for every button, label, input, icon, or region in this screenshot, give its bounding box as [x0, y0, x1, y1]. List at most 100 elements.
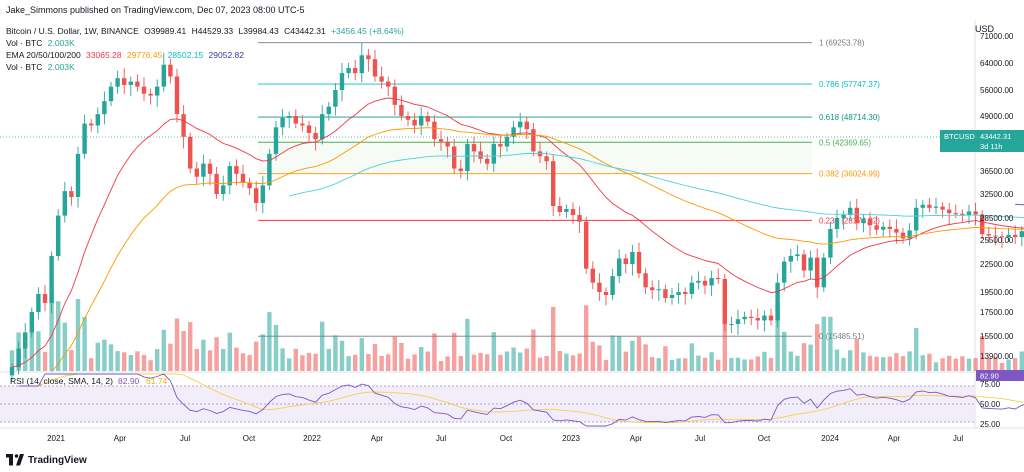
- candle-body: [313, 133, 318, 140]
- candle-body: [504, 136, 510, 147]
- volume-bar: [768, 357, 774, 371]
- candle-body: [240, 173, 246, 183]
- fibonacci-levels: 1 (69253.78) 0.786 (57747.37) 0.618 (48714…: [0, 39, 975, 341]
- volume-bar: [458, 355, 463, 371]
- time-tick: Apr: [371, 434, 384, 443]
- candle-body: [894, 229, 899, 233]
- candle-body: [75, 153, 81, 197]
- candle-body: [874, 225, 879, 230]
- candle-body: [221, 185, 226, 194]
- ema-legend: EMA 20/50/100/200 33065.28 29776.45 2850…: [6, 50, 247, 60]
- volume-bar: [524, 348, 529, 371]
- candle-body: [168, 64, 173, 77]
- volume-bar: [504, 351, 510, 371]
- candle-body: [412, 119, 417, 126]
- candle-body: [590, 268, 595, 283]
- volume-bar: [181, 330, 186, 371]
- price-tick: 71000.00: [980, 32, 1014, 41]
- volume-bar: [947, 355, 952, 371]
- candle-body: [531, 129, 536, 152]
- volume-bar: [669, 359, 675, 371]
- volume-bar: [881, 357, 886, 371]
- fib-label: 0.5 (42369.65): [819, 138, 871, 147]
- candle-body: [801, 254, 807, 271]
- candle-body: [306, 125, 312, 134]
- volume-bar: [623, 351, 628, 371]
- candle-body: [89, 123, 94, 126]
- candle-body: [887, 226, 892, 229]
- price-tick: 56000.00: [980, 86, 1014, 95]
- badge-countdown: 3d 11h: [980, 142, 1002, 151]
- volume-bar: [914, 328, 919, 371]
- candle-body: [716, 278, 721, 279]
- candle-body: [980, 214, 985, 235]
- candle-body: [610, 276, 615, 295]
- volume-bar: [920, 355, 925, 371]
- candle-body: [755, 318, 760, 321]
- volume-bar: [108, 344, 114, 371]
- candle-body: [933, 206, 939, 208]
- candle-body: [848, 207, 853, 215]
- volume-bar: [749, 359, 754, 371]
- volume-bar: [207, 350, 213, 371]
- volume-label-2: Vol · BTC: [6, 62, 43, 72]
- price-tick: 22500.00: [980, 260, 1014, 269]
- currency-label[interactable]: USD: [974, 24, 994, 34]
- fib-label: 0.786 (57747.37): [819, 80, 880, 89]
- volume-bar: [861, 352, 866, 371]
- volume-bar: [155, 349, 160, 371]
- volume-bar: [742, 359, 747, 371]
- candle-body: [148, 93, 153, 96]
- volume-bar: [788, 351, 793, 371]
- candle-body: [960, 213, 965, 215]
- candle-body: [194, 168, 199, 177]
- candle-body: [174, 76, 180, 115]
- volume-bar: [432, 333, 437, 371]
- candle-body: [260, 185, 265, 203]
- candle-body: [405, 116, 411, 120]
- volume-bar: [808, 344, 813, 371]
- candle-body: [551, 161, 556, 206]
- volume-bar: [577, 353, 582, 371]
- candle-body: [181, 114, 186, 137]
- volume-bar: [907, 351, 912, 371]
- volume-bar: [663, 346, 668, 371]
- candle-body: [399, 104, 404, 116]
- volume-bar: [986, 357, 991, 371]
- volume-bar: [247, 354, 252, 371]
- candle-body: [861, 218, 866, 224]
- candle-body: [577, 215, 582, 222]
- candle-body: [155, 86, 160, 96]
- symbol-title: Bitcoin / U.S. Dollar, 1W, BINANCE: [6, 26, 139, 36]
- price-tick: 32500.00: [980, 190, 1014, 199]
- volume-bar: [438, 360, 444, 371]
- volume-bar: [359, 338, 364, 371]
- candle-body: [465, 144, 470, 171]
- ema200-value: 29052.82: [208, 50, 244, 60]
- volume-bar: [412, 354, 417, 371]
- candle-body: [280, 117, 285, 128]
- volume-bar: [636, 336, 642, 371]
- volume-bar: [425, 351, 430, 371]
- fib-label: 1 (69253.78): [819, 39, 865, 48]
- volume-bar: [300, 355, 305, 371]
- tradingview-footer[interactable]: TradingView: [6, 454, 87, 466]
- candlesticks: [9, 42, 1024, 381]
- volume-bar: [95, 342, 100, 371]
- candle-body: [973, 211, 978, 215]
- volume-bar: [544, 355, 549, 371]
- volume-bar: [346, 356, 351, 371]
- volume-bar: [841, 357, 846, 371]
- candle-body: [683, 292, 688, 294]
- volume-bar: [801, 343, 807, 371]
- candle-body: [584, 221, 589, 269]
- price-tick: 17500.00: [980, 308, 1014, 317]
- price-tick: 64000.00: [980, 59, 1014, 68]
- candle-body: [108, 86, 114, 102]
- volume-bar: [887, 356, 892, 371]
- volume-bar: [597, 345, 602, 371]
- volume-bar: [75, 299, 81, 371]
- volume-bar: [973, 358, 978, 371]
- ema20-value: 33065.28: [86, 50, 122, 60]
